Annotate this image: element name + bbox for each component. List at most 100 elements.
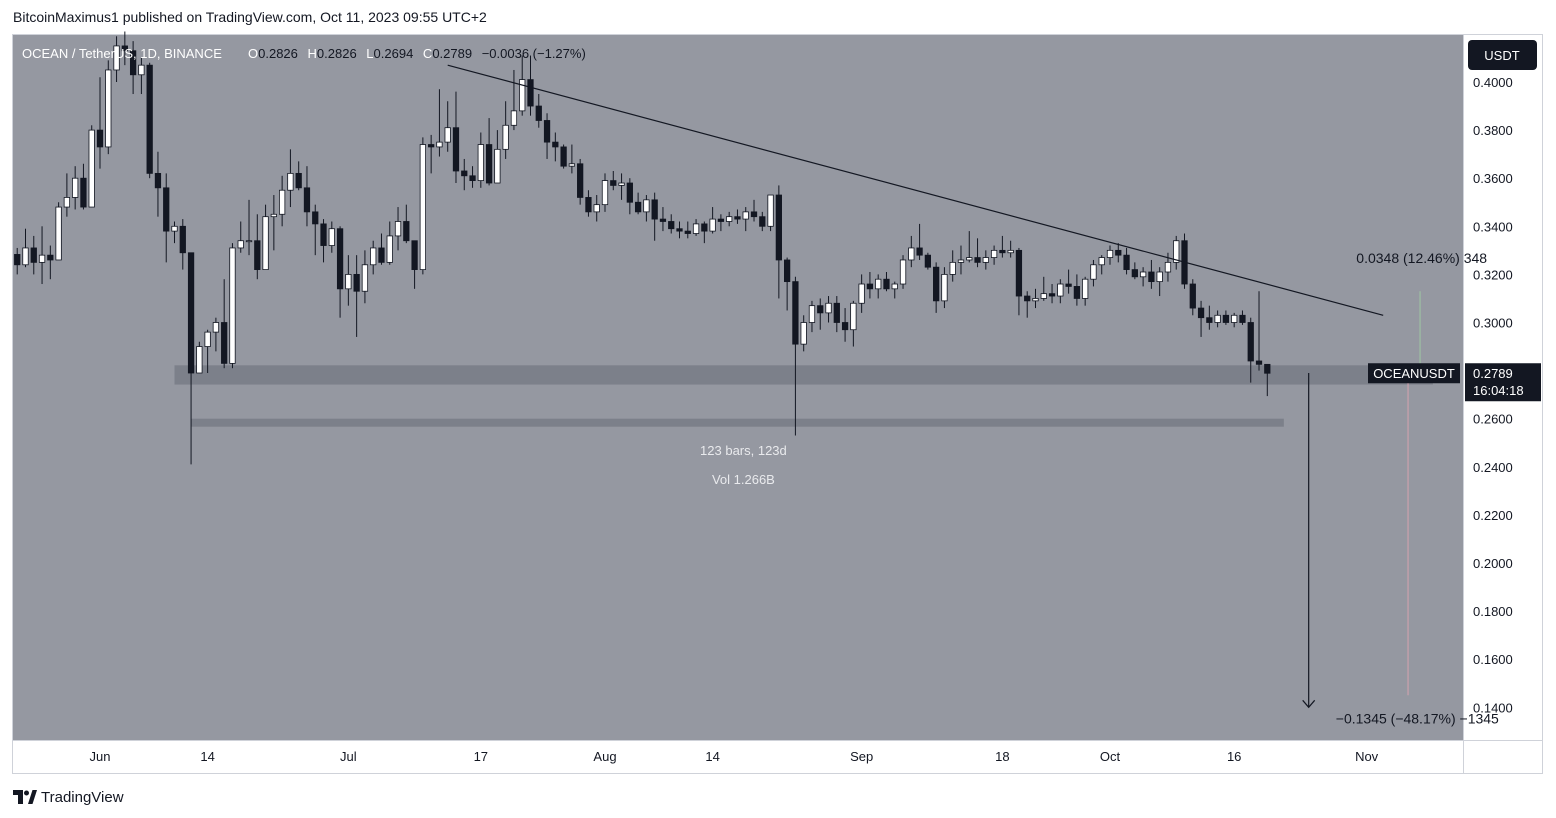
candle[interactable] — [80, 163, 87, 210]
candle[interactable] — [783, 257, 791, 311]
candle[interactable] — [163, 173, 170, 263]
candle[interactable] — [88, 125, 95, 208]
candle[interactable] — [287, 149, 294, 208]
candle[interactable] — [742, 207, 749, 232]
candle[interactable] — [105, 60, 112, 155]
candle[interactable] — [386, 221, 393, 265]
candle[interactable] — [47, 245, 54, 280]
candle[interactable] — [841, 308, 849, 342]
candle[interactable] — [1247, 317, 1254, 383]
candle[interactable] — [759, 211, 766, 232]
candle[interactable] — [850, 300, 857, 347]
candle[interactable] — [212, 317, 220, 352]
candle[interactable] — [825, 296, 832, 323]
candle[interactable] — [1139, 267, 1147, 287]
candle[interactable] — [38, 226, 46, 285]
candle[interactable] — [1123, 247, 1130, 275]
candle[interactable] — [403, 204, 410, 244]
candle[interactable] — [643, 195, 650, 222]
candle[interactable] — [990, 245, 998, 265]
candle[interactable] — [593, 195, 600, 222]
candle[interactable] — [833, 296, 840, 333]
candle[interactable] — [568, 144, 576, 174]
candle[interactable] — [808, 300, 816, 333]
candle[interactable] — [792, 276, 799, 436]
candle[interactable] — [129, 41, 137, 95]
candle[interactable] — [1024, 291, 1031, 318]
candle[interactable] — [634, 192, 642, 215]
candle[interactable] — [63, 173, 71, 217]
candle[interactable] — [1206, 305, 1213, 330]
candle[interactable] — [1231, 312, 1238, 328]
currency-badge[interactable] — [1468, 40, 1537, 70]
candle[interactable] — [30, 235, 37, 275]
candle[interactable] — [328, 221, 335, 253]
candle[interactable] — [1173, 235, 1180, 270]
candle[interactable] — [717, 214, 725, 232]
candle[interactable] — [1073, 274, 1081, 306]
candle[interactable] — [692, 219, 700, 236]
candle[interactable] — [336, 226, 344, 318]
candle[interactable] — [204, 329, 211, 374]
candle[interactable] — [1115, 243, 1122, 263]
candle[interactable] — [72, 166, 79, 210]
candle[interactable] — [221, 279, 228, 369]
candle[interactable] — [1189, 279, 1196, 316]
candle[interactable] — [245, 199, 253, 256]
candle[interactable] — [237, 221, 244, 253]
candle[interactable] — [767, 194, 774, 232]
candle[interactable] — [419, 137, 427, 275]
candle[interactable] — [949, 250, 956, 282]
candle[interactable] — [1007, 240, 1014, 258]
candle[interactable] — [477, 132, 484, 188]
candlestick-chart[interactable]: 123 bars, 123d Vol 1.266B 0.0348 (12.46%) … — [0, 0, 1556, 786]
candle[interactable] — [345, 255, 352, 306]
candle[interactable] — [320, 219, 327, 263]
candle[interactable] — [535, 94, 542, 128]
candle[interactable] — [701, 221, 708, 244]
candle[interactable] — [618, 173, 625, 200]
candle[interactable] — [1239, 310, 1246, 325]
candle[interactable] — [684, 221, 691, 239]
candle[interactable] — [817, 298, 824, 330]
candle[interactable] — [1264, 363, 1271, 397]
candle[interactable] — [270, 195, 277, 251]
candle[interactable] — [610, 170, 617, 191]
candle[interactable] — [1197, 300, 1205, 337]
candle[interactable] — [899, 255, 907, 289]
candle[interactable] — [146, 62, 153, 179]
candle[interactable] — [1148, 259, 1155, 289]
candle[interactable] — [461, 158, 468, 191]
last-price-tag[interactable] — [1465, 363, 1541, 402]
candle[interactable] — [196, 341, 203, 374]
candle[interactable] — [502, 101, 509, 159]
lower-support-zone[interactable] — [191, 418, 1284, 427]
candle[interactable] — [378, 233, 385, 265]
candle[interactable] — [1156, 267, 1163, 297]
candle[interactable] — [1048, 284, 1056, 304]
candle[interactable] — [577, 158, 584, 205]
candle[interactable] — [1222, 310, 1230, 325]
candle[interactable] — [858, 274, 865, 313]
candle[interactable] — [800, 315, 807, 352]
candle[interactable] — [974, 238, 981, 268]
candle[interactable] — [982, 250, 989, 270]
candle[interactable] — [154, 151, 162, 217]
candle[interactable] — [933, 262, 940, 313]
candle[interactable] — [957, 245, 965, 275]
candle[interactable] — [361, 250, 369, 304]
candle[interactable] — [494, 130, 501, 184]
candle[interactable] — [775, 185, 782, 299]
candle[interactable] — [1065, 269, 1072, 294]
candle[interactable] — [1131, 262, 1138, 280]
candle[interactable] — [411, 240, 418, 289]
candle[interactable] — [229, 243, 236, 369]
candle[interactable] — [113, 36, 120, 82]
candle[interactable] — [485, 118, 493, 186]
candle[interactable] — [1015, 247, 1023, 316]
candle[interactable] — [626, 178, 633, 215]
candle[interactable] — [353, 255, 360, 337]
currency-selector[interactable]: USDT — [1468, 40, 1537, 70]
candle[interactable] — [312, 204, 319, 256]
candle[interactable] — [585, 190, 592, 217]
